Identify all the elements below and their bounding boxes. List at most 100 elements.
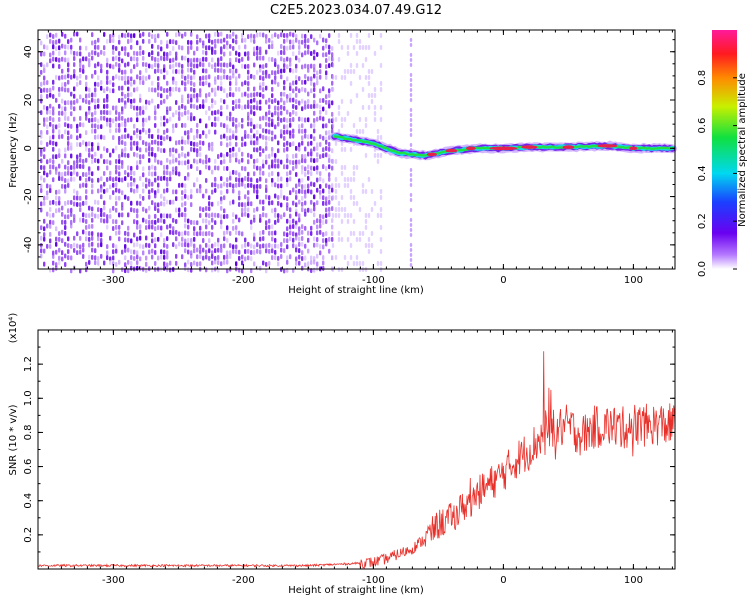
spectrogram-cell [97,134,100,140]
spectrogram-cell [214,259,217,265]
spectrogram-cell [184,153,187,159]
spectrogram-cell [301,86,304,92]
spectrogram-cell [103,31,106,37]
spectrogram-cell [229,62,232,68]
spectrogram-cell [247,196,250,202]
spectrogram-cell [289,117,292,123]
spectrogram-cell [217,237,220,243]
spectrogram-cell [118,177,121,183]
spectrogram-cell [280,202,283,208]
spectrogram-cell [241,177,244,183]
spectrogram-cell [61,183,64,189]
spectrogram-cell [244,256,247,262]
spectrogram-cell [214,100,217,106]
spectrogram-cell [127,52,130,58]
spectrogram-cell [193,63,196,69]
spectrogram-cell [283,231,286,237]
spectrogram-cell [277,121,280,127]
spectrogram-cell [178,182,181,188]
spectrogram-cell [139,256,142,262]
spectrogram-cell [94,134,97,140]
spectrogram-cell [130,165,133,171]
spectrogram-cell [238,202,241,208]
spectrogram-cell [157,140,160,146]
spectrogram-cell [121,32,124,38]
spectrogram-cell [67,44,70,50]
spectrogram-cell [46,195,49,201]
spectrogram-cell [298,254,301,260]
spectrogram-cell [331,148,334,154]
spectrogram-cell [301,184,304,190]
spectrogram-cell [124,230,127,236]
spectrogram-cell [142,166,145,172]
spectrogram-cell [304,43,307,49]
spectrogram-cell [142,80,145,86]
spectrogram-cell [172,45,175,51]
spectrogram-cell [277,81,280,87]
spectrogram-cell [178,139,181,145]
spectrogram-cell [262,128,265,134]
spectrogram-cell [352,201,356,206]
spectrogram-cell [178,111,181,117]
spectrogram-cell [313,128,316,134]
spectrogram-cell [193,87,196,93]
spectrogram-cell [376,261,380,266]
spectrogram-cell [160,213,163,219]
spectrogram-cell [193,220,196,226]
spectrogram-cell [214,255,217,261]
y-tick-label: 20 [23,94,34,107]
spectrogram-cell [67,249,70,255]
spectrogram-cell [304,73,307,79]
spectrogram-cell [106,38,109,44]
spectrogram-cell [193,50,196,56]
spectrogram-cell [82,247,85,253]
spectrogram-cell [283,142,286,148]
spectrogram-cell [301,39,304,45]
spectrogram-cell [229,86,232,92]
spectrogram-cell [226,33,229,39]
spectrogram-cell [55,56,58,62]
spectrogram-cell [64,74,67,80]
spectrogram-cell [160,160,163,166]
spectrogram-cell [205,45,208,51]
spectrogram-cell [304,193,307,199]
spectrogram-cell [43,226,46,232]
spectrogram-cell [295,159,298,165]
spectrogram-cell [268,200,271,206]
spectrogram-cell [49,184,52,190]
spectrogram-cell [274,249,277,255]
spectrogram-cell [130,98,133,104]
spectrogram-cell [235,76,238,82]
spectrogram-cell [283,79,286,85]
spectrogram-cell [259,217,262,223]
spectrogram-cell [172,112,175,118]
spectrogram-cell [325,70,328,76]
spectrogram-cell [118,165,121,171]
spectrogram-cell [112,219,115,225]
spectrogram-cell [139,110,142,116]
spectrogram-cell [67,141,70,147]
spectrogram-cell [229,68,232,74]
spectrogram-cell [247,115,250,121]
spectrogram-cell [199,254,202,260]
spectrogram-cell [142,55,145,61]
spectrogram-cell [112,205,115,211]
spectrogram-cell [163,115,166,121]
spectrogram-cell [49,267,52,273]
spectrogram-cell [175,100,178,106]
spectrogram-cell [289,57,292,63]
spectrogram-cell [85,130,88,136]
spectrogram-cell [121,148,124,154]
spectrogram-cell [259,170,262,176]
spectrogram-cell [235,177,238,183]
spectrogram-cell [181,122,184,128]
spectrogram-cell [115,55,118,61]
spectrogram-cell [49,103,52,109]
spectrogram-cell [223,260,226,266]
spectrogram-cell [103,103,106,109]
spectrogram-cell [295,63,298,69]
spectrogram-cell [235,170,238,176]
spectrogram-cell [70,37,73,43]
spectrogram-cell [250,121,253,127]
spectrogram-cell [208,82,211,88]
